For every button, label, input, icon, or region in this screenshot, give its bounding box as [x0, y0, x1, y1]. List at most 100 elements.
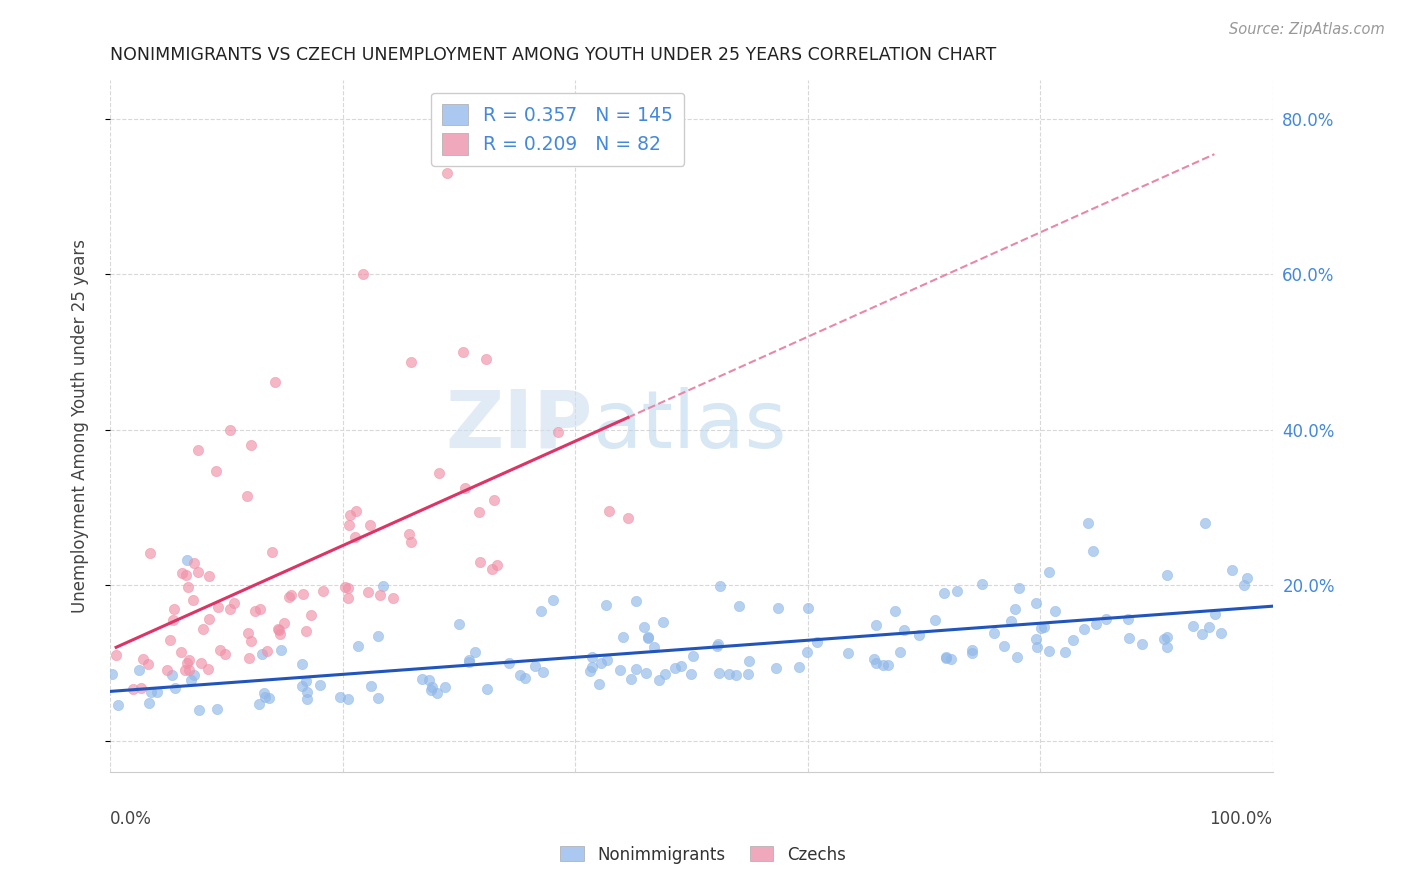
Point: [738, 654, 761, 668]
Point: [218, 423, 240, 437]
Point: [486, 558, 509, 573]
Point: [146, 685, 169, 699]
Point: [1198, 620, 1220, 634]
Point: [682, 648, 704, 663]
Point: [458, 653, 481, 667]
Point: [295, 685, 318, 699]
Point: [277, 590, 299, 604]
Point: [352, 267, 374, 281]
Point: [654, 667, 676, 681]
Point: [329, 690, 352, 704]
Point: [617, 511, 640, 525]
Point: [609, 663, 631, 677]
Point: [1038, 565, 1060, 579]
Point: [581, 660, 603, 674]
Point: [626, 662, 648, 676]
Point: [648, 673, 671, 687]
Point: [1156, 630, 1178, 644]
Point: [1000, 615, 1022, 629]
Point: [709, 579, 731, 593]
Point: [1062, 633, 1084, 648]
Point: [595, 598, 617, 612]
Point: [347, 639, 370, 653]
Point: [343, 530, 366, 544]
Point: [707, 665, 730, 680]
Point: [219, 602, 242, 616]
Point: [207, 599, 229, 614]
Point: [173, 663, 195, 677]
Point: [1118, 632, 1140, 646]
Point: [197, 662, 219, 676]
Point: [138, 696, 160, 710]
Y-axis label: Unemployment Among Youth under 25 years: Unemployment Among Youth under 25 years: [72, 239, 89, 613]
Point: [170, 645, 193, 659]
Point: [908, 628, 931, 642]
Point: [706, 639, 728, 653]
Legend: Nonimmigrants, Czechs: Nonimmigrants, Czechs: [554, 839, 852, 871]
Point: [336, 581, 359, 595]
Point: [1029, 621, 1052, 635]
Point: [1043, 604, 1066, 618]
Point: [872, 657, 894, 672]
Text: Source: ZipAtlas.com: Source: ZipAtlas.com: [1229, 22, 1385, 37]
Point: [481, 562, 503, 576]
Point: [339, 508, 361, 523]
Point: [222, 596, 245, 610]
Point: [596, 653, 619, 667]
Point: [983, 626, 1005, 640]
Point: [162, 613, 184, 627]
Point: [382, 591, 405, 605]
Point: [475, 352, 498, 367]
Point: [515, 671, 537, 685]
Point: [176, 580, 198, 594]
Point: [588, 677, 610, 691]
Text: 0.0%: 0.0%: [110, 810, 152, 829]
Point: [256, 644, 278, 658]
Point: [477, 682, 499, 697]
Point: [531, 665, 554, 679]
Point: [524, 659, 547, 673]
Point: [945, 583, 967, 598]
Point: [972, 577, 994, 591]
Point: [214, 648, 236, 662]
Point: [295, 692, 318, 706]
Point: [434, 680, 457, 694]
Point: [121, 681, 143, 696]
Point: [238, 651, 260, 665]
Point: [707, 637, 730, 651]
Point: [454, 481, 477, 495]
Point: [1116, 612, 1139, 626]
Point: [183, 556, 205, 570]
Point: [728, 599, 751, 613]
Point: [893, 623, 915, 637]
Point: [1191, 627, 1213, 641]
Point: [1181, 619, 1204, 633]
Point: [247, 697, 270, 711]
Point: [1153, 632, 1175, 646]
Point: [128, 663, 150, 677]
Point: [1025, 632, 1047, 646]
Point: [541, 593, 564, 607]
Point: [1095, 612, 1118, 626]
Point: [863, 652, 886, 666]
Point: [1038, 644, 1060, 658]
Point: [1233, 578, 1256, 592]
Point: [1130, 637, 1153, 651]
Point: [263, 376, 285, 390]
Point: [136, 657, 159, 672]
Point: [725, 668, 748, 682]
Point: [1194, 516, 1216, 531]
Point: [253, 686, 276, 700]
Point: [344, 504, 367, 518]
Point: [177, 653, 200, 667]
Point: [357, 585, 380, 599]
Point: [449, 617, 471, 632]
Point: [1004, 602, 1026, 616]
Point: [498, 656, 520, 670]
Point: [591, 656, 613, 670]
Point: [1005, 649, 1028, 664]
Point: [280, 588, 302, 602]
Text: NONIMMIGRANTS VS CZECH UNEMPLOYMENT AMONG YOUTH UNDER 25 YEARS CORRELATION CHART: NONIMMIGRANTS VS CZECH UNEMPLOYMENT AMON…: [110, 46, 997, 64]
Point: [105, 648, 128, 662]
Point: [865, 656, 887, 670]
